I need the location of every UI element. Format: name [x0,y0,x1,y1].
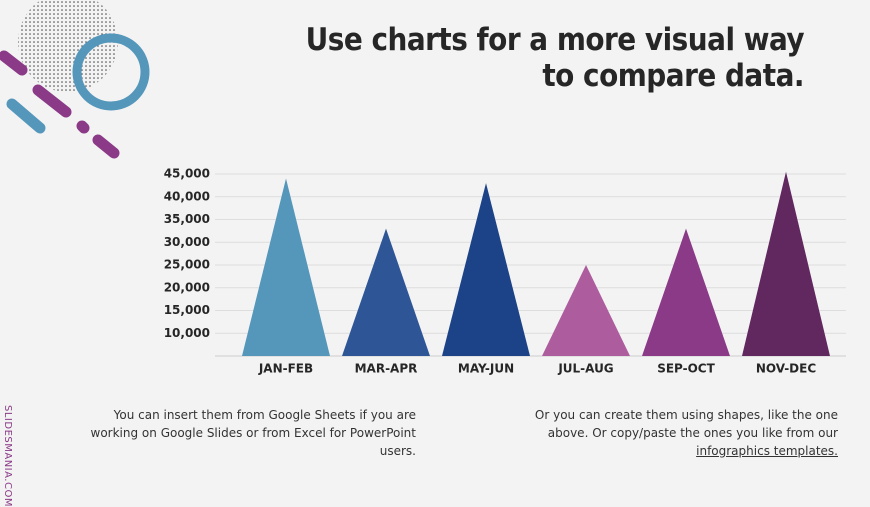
triangle-bar [242,178,330,356]
y-tick-label: 30,000 [164,235,210,249]
y-tick-label: 15,000 [164,303,210,317]
slide: 10,000 15,000 20,000 25,000 30,000 35,000 40,0… [0,0,846,507]
x-tick-label: SEP-OCT [657,362,715,376]
left-note: You can insert them from Google Sheets i… [90,408,416,458]
dot-pattern [18,0,118,92]
x-tick-label: MAY-JUN [458,362,514,376]
triangle-bar [642,228,730,356]
ring [72,33,150,111]
triangle-bar [542,265,630,356]
y-tick-label: 25,000 [164,258,210,272]
brand: SLIDESMANIA.COM [2,405,13,507]
x-tick-label: JAN-FEB [258,362,313,376]
right-note: Or you can create them using shapes, lik… [493,406,838,460]
triangle-bar [442,183,530,356]
triangle-bar [342,228,430,356]
triangle-bar [742,171,830,356]
x-tick-label: MAR-APR [355,362,418,376]
x-tick-label: JUL-AUG [557,362,613,376]
x-tick-label: NOV-DEC [756,362,816,376]
y-tick-label: 20,000 [164,280,210,294]
slide-title: Use charts for a more visual way to comp… [305,22,805,94]
chart: 10,000 15,000 20,000 25,000 30,000 35,000 40,0… [0,0,846,376]
right-note-text: Or you can create them using shapes, lik… [534,408,838,440]
y-tick-label: 35,000 [164,212,210,226]
decor-lines [0,50,120,159]
y-tick-label: 10,000 [164,326,210,340]
y-tick-label: 45,000 [164,167,210,181]
templates-link[interactable]: infographics templates. [696,444,838,458]
y-tick-label: 40,000 [164,189,210,203]
